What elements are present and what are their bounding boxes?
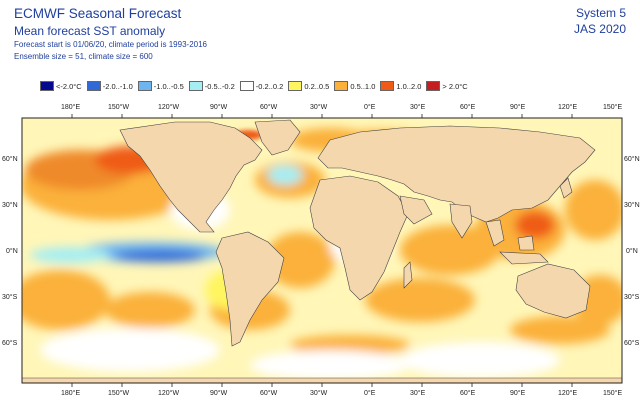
indonesia [499, 251, 549, 265]
forecast-subtitle: Mean forecast SST anomaly [14, 24, 166, 38]
lon-label-bottom: 30°E [410, 390, 426, 397]
legend-item: 1.0..2.0 [380, 81, 421, 91]
lat-label-right: 60°N [624, 156, 640, 163]
legend-item: 0.5..1.0 [334, 81, 375, 91]
lat-label-right: 0°N [626, 248, 638, 255]
legend-label: 1.0..2.0 [396, 81, 422, 91]
legend-swatch [188, 81, 203, 91]
system-label: System 5 [575, 6, 626, 20]
legend-swatch [137, 81, 152, 91]
legend-swatch [380, 81, 395, 91]
lon-label-bottom: 60°E [460, 390, 476, 397]
lat-label-left: 30°N [2, 202, 18, 209]
lon-label-top: 90°E [510, 104, 526, 111]
lon-label-bottom: 120°W [158, 390, 180, 397]
legend-item: -1.0..-0.5 [137, 81, 184, 91]
legend-swatch [334, 81, 349, 91]
legend-label: -2.0..-1.0 [102, 81, 133, 91]
lon-label-top: 150°W [108, 104, 130, 111]
lon-label-top: 90°W [210, 104, 228, 111]
lon-label-bottom: 0°E [364, 390, 376, 397]
lon-label-bottom: 120°E [558, 390, 578, 397]
lon-label-top: 60°E [460, 104, 476, 111]
legend-swatch [288, 81, 303, 91]
lat-label-left: 0°N [6, 248, 18, 255]
lon-label-top: 120°E [558, 104, 578, 111]
lon-label-bottom: 90°W [210, 390, 228, 397]
lon-label-bottom: 180°E [61, 390, 81, 397]
madagascar [403, 261, 413, 289]
greenland [254, 119, 301, 156]
lat-label-right: 30°N [624, 202, 640, 209]
lat-label-left: 30°S [2, 294, 18, 301]
legend-label: -1.0..-0.5 [153, 81, 184, 91]
lon-label-bottom: 60°W [260, 390, 278, 397]
borneo [517, 235, 535, 251]
australia [515, 263, 591, 319]
lat-label-right: 30°S [624, 294, 640, 301]
lat-label-right: 60°S [624, 340, 640, 347]
legend-label: 0.2..0.5 [304, 81, 330, 91]
legend-item: -0.2..0.2 [239, 81, 284, 91]
lon-label-top: 150°E [603, 104, 623, 111]
north-america [119, 121, 263, 233]
legend-item: -0.5..-0.2 [188, 81, 235, 91]
south-america [215, 231, 285, 347]
legend-item: > 2.0°C [426, 81, 468, 91]
lon-label-top: 120°W [158, 104, 180, 111]
lon-label-bottom: 30°W [310, 390, 328, 397]
legend-item: 0.2..0.5 [288, 81, 329, 91]
lon-label-top: 60°W [260, 104, 278, 111]
legend-label: 0.5..1.0 [350, 81, 376, 91]
legend-item: -2.0..-1.0 [86, 81, 133, 91]
lon-label-top: 30°W [310, 104, 328, 111]
lon-label-top: 30°E [410, 104, 426, 111]
lat-label-left: 60°N [2, 156, 18, 163]
color-legend: <-2.0°C -2.0..-1.0 -1.0..-0.5 -0.5..-0.2… [40, 80, 473, 92]
legend-label: > 2.0°C [442, 81, 468, 91]
arabia [399, 195, 433, 225]
japan [559, 177, 573, 199]
india [449, 203, 473, 239]
legend-swatch [239, 81, 254, 91]
legend-item: <-2.0°C [40, 81, 82, 91]
legend-label: -0.5..-0.2 [204, 81, 235, 91]
legend-swatch [426, 81, 441, 91]
legend-label: -0.2..0.2 [255, 81, 284, 91]
forecast-title: ECMWF Seasonal Forecast [14, 6, 182, 21]
southeast-asia [485, 219, 505, 247]
lat-label-left: 60°S [2, 340, 18, 347]
legend-swatch [86, 81, 101, 91]
season-label: JAS 2020 [573, 22, 626, 36]
eurasia [317, 125, 596, 223]
antarctica [22, 377, 622, 383]
lon-label-top: 0°E [364, 104, 376, 111]
lon-label-bottom: 150°W [108, 390, 130, 397]
land-layer [22, 119, 622, 383]
legend-label: <-2.0°C [56, 81, 82, 91]
legend-swatch [40, 81, 54, 91]
lon-label-top: 180°E [61, 104, 81, 111]
forecast-start-info: Forecast start is 01/06/20, climate peri… [14, 40, 207, 49]
lon-label-bottom: 90°E [510, 390, 526, 397]
africa [309, 175, 409, 301]
lon-label-bottom: 150°E [603, 390, 623, 397]
ensemble-info: Ensemble size = 51, climate size = 600 [14, 52, 153, 61]
tick-marks [71, 114, 573, 387]
